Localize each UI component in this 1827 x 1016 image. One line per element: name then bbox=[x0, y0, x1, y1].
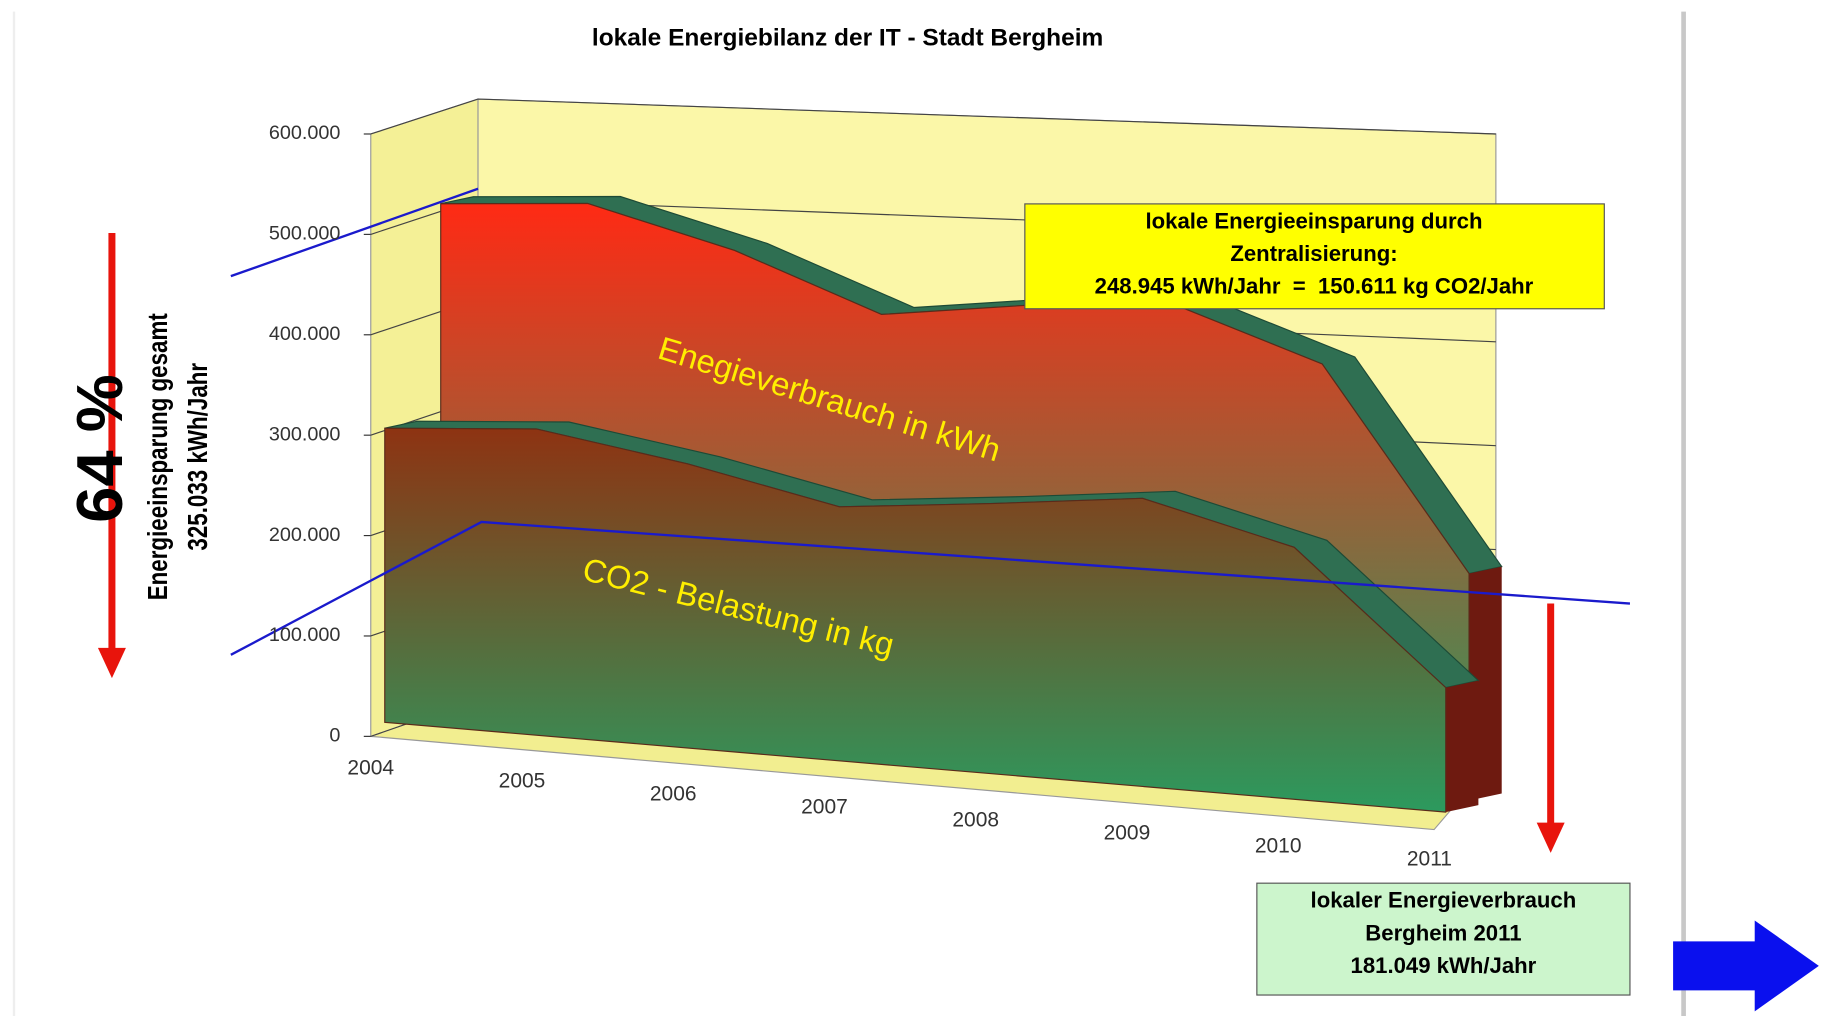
x-tick-label: 2009 bbox=[1104, 821, 1151, 844]
y-tick-label: 300.000 bbox=[269, 423, 341, 445]
y-tick-label: 400.000 bbox=[269, 323, 341, 345]
x-tick-label: 2005 bbox=[499, 770, 546, 793]
y-tick-label: 500.000 bbox=[269, 223, 341, 245]
area-side bbox=[1445, 680, 1479, 813]
y-tick-label: 0 bbox=[329, 725, 340, 747]
guide-line bbox=[230, 520, 1631, 656]
x-tick-label: 2007 bbox=[801, 795, 848, 818]
x-tick-label: 2010 bbox=[1255, 834, 1302, 857]
arrow-head bbox=[97, 647, 126, 679]
percent-label: 64 % bbox=[63, 374, 136, 523]
box-text: lokaler Energieverbrauch bbox=[1311, 888, 1577, 913]
arrow-head bbox=[1536, 822, 1565, 853]
box-text: Bergheim 2011 bbox=[1365, 920, 1521, 945]
x-tick-label: 2004 bbox=[347, 757, 394, 780]
savings-label: 325.033 kWh/Jahr bbox=[182, 363, 213, 551]
savings-label: Energieeinsparung gesamt bbox=[143, 313, 174, 601]
grid-line bbox=[370, 98, 1496, 135]
area bbox=[384, 427, 1447, 813]
savings-box bbox=[1024, 203, 1605, 310]
y-tick-label: 600.000 bbox=[269, 122, 341, 144]
guide-line bbox=[230, 187, 479, 278]
box-text: Zentralisierung: bbox=[1230, 241, 1397, 266]
box-text: 248.945 kWh/Jahr = 150.611 kg CO2/Jahr bbox=[1095, 274, 1534, 299]
chart-title: lokale Energiebilanz der IT - Stadt Berg… bbox=[592, 24, 1103, 51]
next-arrow[interactable] bbox=[1673, 920, 1819, 1012]
x-tick-label: 2006 bbox=[650, 783, 697, 806]
consumption-box bbox=[1256, 882, 1631, 996]
box-text: lokale Energieeinsparung durch bbox=[1145, 208, 1482, 233]
box-text: 181.049 kWh/Jahr bbox=[1351, 953, 1537, 978]
x-tick-label: 2011 bbox=[1407, 847, 1452, 870]
x-tick-label: 2008 bbox=[952, 808, 999, 831]
plot bbox=[384, 195, 1503, 813]
y-tick-label: 100.000 bbox=[269, 624, 341, 646]
y-tick-label: 200.000 bbox=[269, 524, 341, 546]
